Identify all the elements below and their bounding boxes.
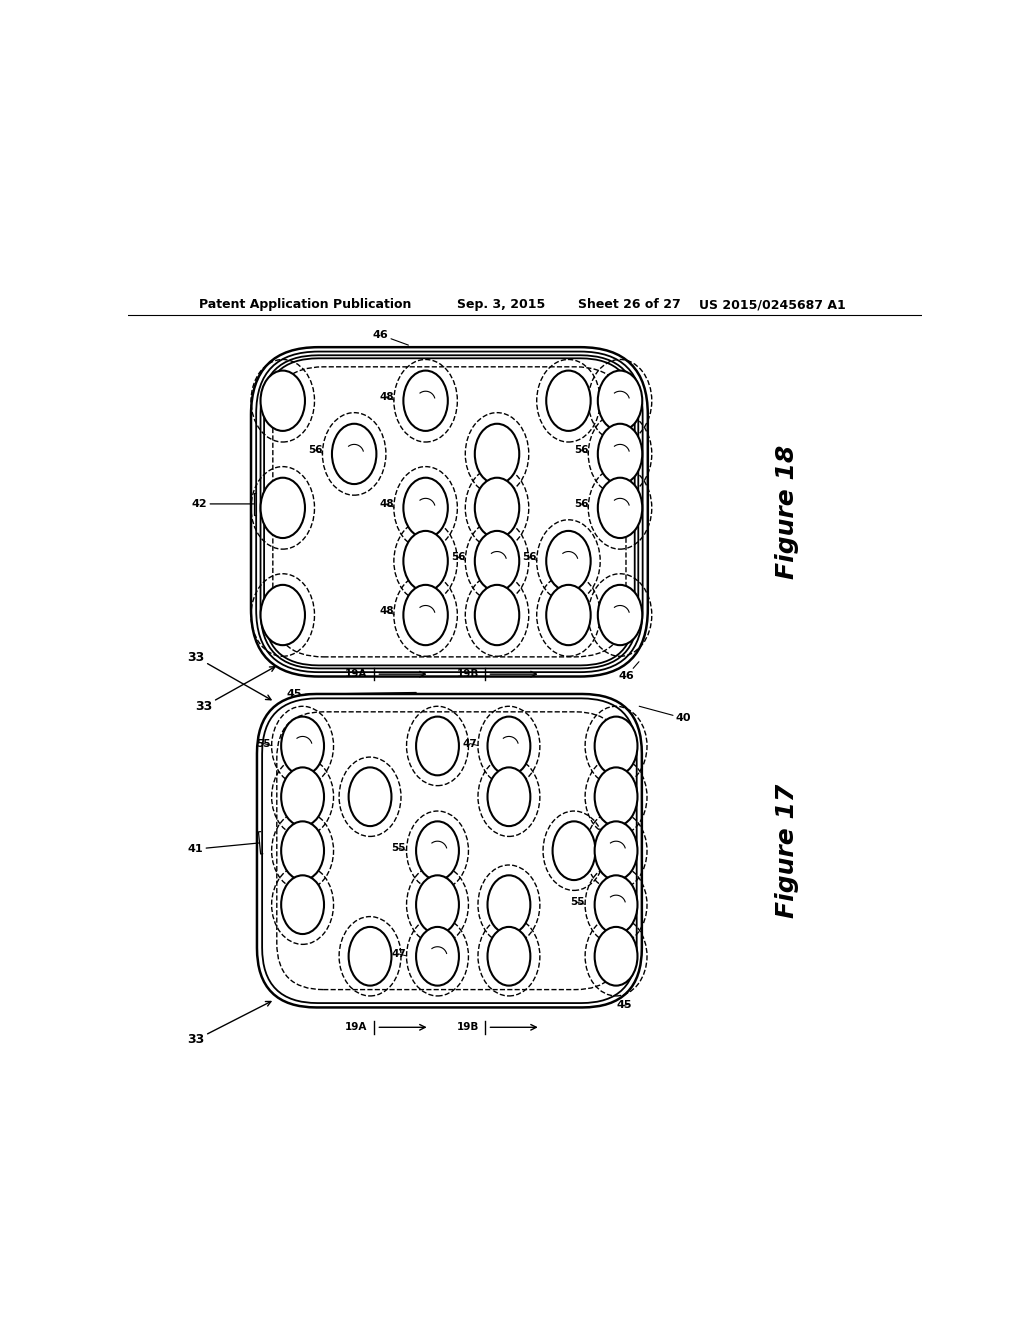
Ellipse shape [282,875,324,935]
Text: 19A: 19A [345,669,368,678]
Ellipse shape [416,821,459,880]
Ellipse shape [598,424,642,484]
Text: 55: 55 [256,739,272,748]
Text: 47: 47 [569,843,586,853]
Ellipse shape [475,478,519,539]
Ellipse shape [598,478,642,539]
Ellipse shape [598,585,642,645]
Ellipse shape [403,371,447,430]
Ellipse shape [487,927,530,986]
Ellipse shape [546,585,591,645]
Text: 56: 56 [308,445,323,455]
Text: 45: 45 [287,689,417,700]
Ellipse shape [546,531,591,591]
Ellipse shape [332,424,377,484]
Text: 42: 42 [191,492,256,515]
Ellipse shape [416,927,459,986]
Text: 19B: 19B [457,1022,479,1032]
Text: 47: 47 [391,949,407,958]
Text: 55: 55 [569,898,586,907]
Text: 33: 33 [196,667,275,713]
Ellipse shape [487,767,530,826]
Text: 56: 56 [451,552,466,562]
Text: 40: 40 [639,706,691,723]
Ellipse shape [475,585,519,645]
Text: 46: 46 [373,330,409,345]
Text: 48: 48 [379,606,394,616]
Text: Sep. 3, 2015: Sep. 3, 2015 [458,298,546,312]
Text: Patent Application Publication: Patent Application Publication [200,298,412,312]
Ellipse shape [595,821,638,880]
Ellipse shape [403,478,447,539]
Text: 56: 56 [573,499,589,510]
Ellipse shape [487,875,530,935]
Ellipse shape [546,371,591,430]
Text: Figure 18: Figure 18 [775,445,799,579]
Ellipse shape [416,717,459,775]
Ellipse shape [260,585,305,645]
Ellipse shape [595,717,638,775]
Ellipse shape [403,585,447,645]
Ellipse shape [598,371,642,430]
Ellipse shape [282,767,324,826]
Ellipse shape [553,821,595,880]
Text: US 2015/0245687 A1: US 2015/0245687 A1 [699,298,846,312]
Ellipse shape [348,927,391,986]
Ellipse shape [475,424,519,484]
Text: 33: 33 [187,1002,271,1047]
Ellipse shape [260,371,305,430]
Text: 19A: 19A [345,1022,368,1032]
Ellipse shape [595,927,638,986]
Ellipse shape [282,821,324,880]
Text: 33: 33 [187,651,271,700]
Text: 56: 56 [522,552,537,562]
Ellipse shape [595,767,638,826]
Ellipse shape [348,767,391,826]
Ellipse shape [475,531,519,591]
Ellipse shape [403,531,447,591]
Text: 41: 41 [187,832,263,854]
Text: 19B: 19B [457,669,479,678]
Ellipse shape [487,717,530,775]
Ellipse shape [260,478,305,539]
Text: 47: 47 [463,739,478,748]
Ellipse shape [282,717,324,775]
Text: 56: 56 [573,445,589,455]
Text: 45: 45 [616,1001,632,1011]
Ellipse shape [595,875,638,935]
Text: Figure 17: Figure 17 [775,784,799,917]
Text: 55: 55 [391,843,407,853]
Text: 56: 56 [573,606,589,616]
Text: 46: 46 [618,661,639,681]
Text: 56: 56 [573,392,589,401]
Text: 48: 48 [379,392,394,401]
Text: Sheet 26 of 27: Sheet 26 of 27 [578,298,681,312]
Text: 48: 48 [379,499,394,510]
Ellipse shape [416,875,459,935]
